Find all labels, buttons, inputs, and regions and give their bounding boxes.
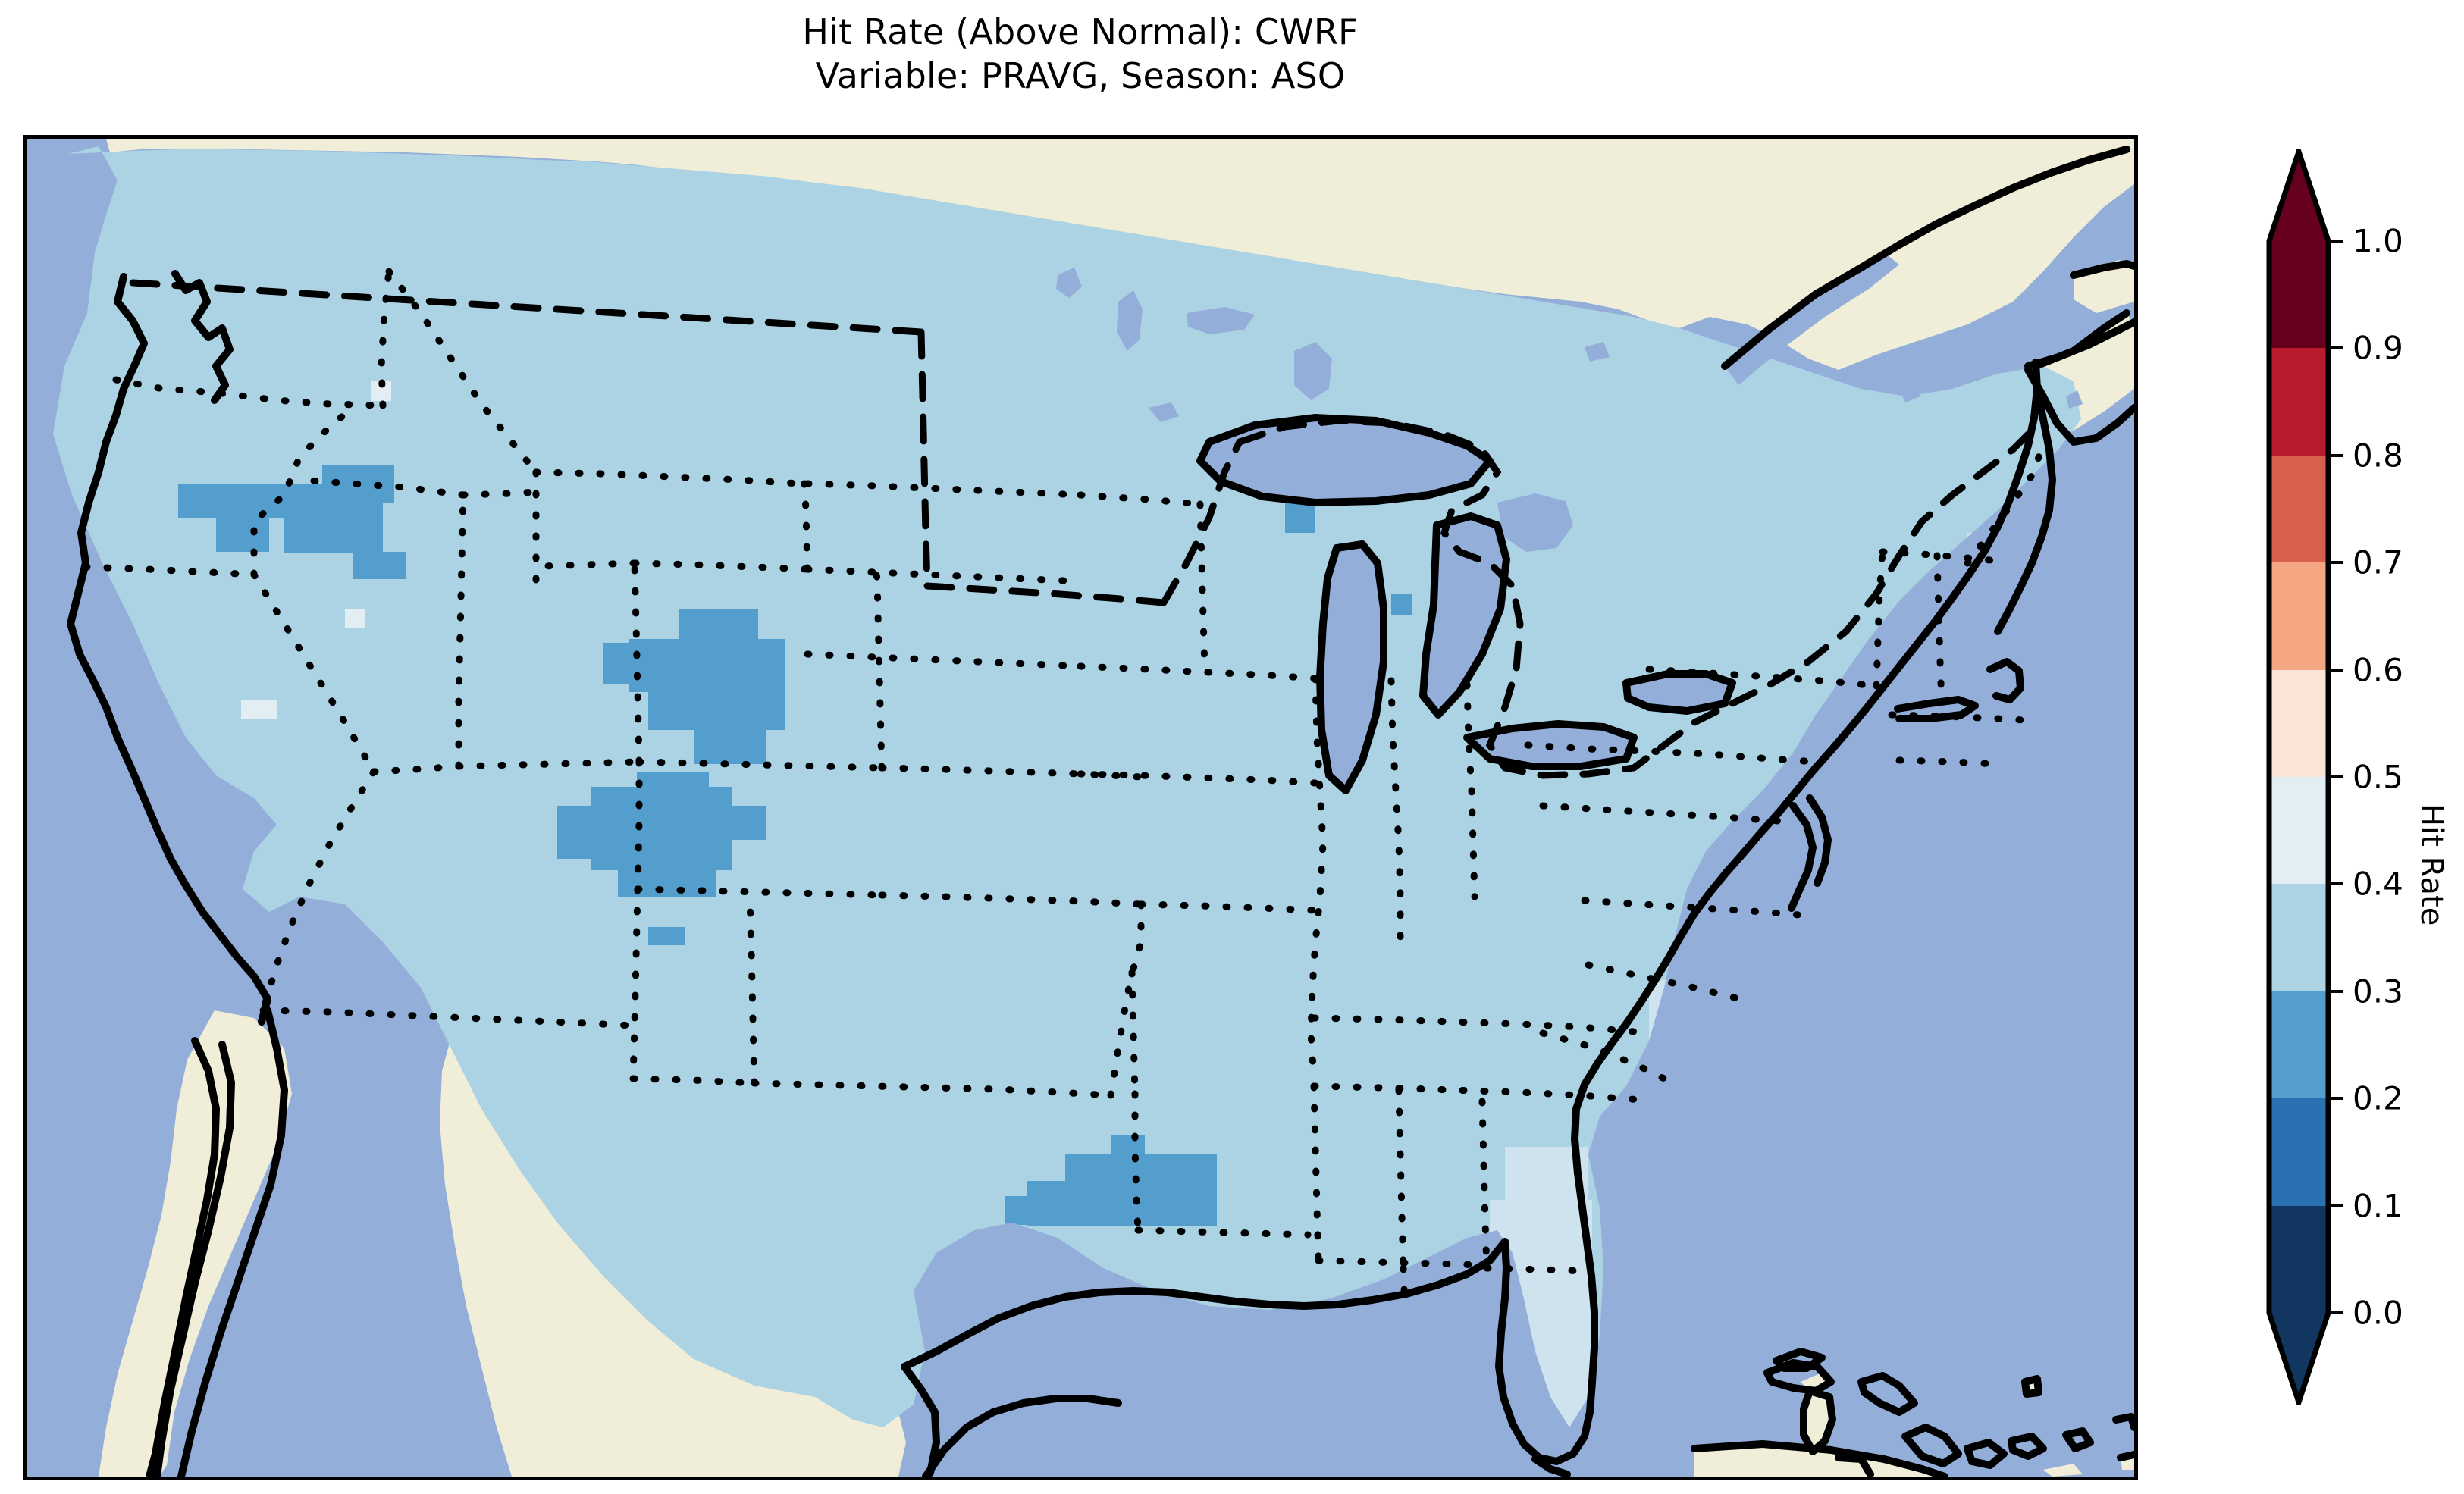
colorbar-tick-mark	[2328, 1097, 2343, 1101]
colorbar-tick-label: 0.6	[2353, 651, 2403, 689]
colorbar-over-arrow	[2269, 152, 2328, 241]
colorbar-tick-label: 0.7	[2353, 543, 2403, 581]
colorbar-tick-mark	[2328, 882, 2343, 886]
colorbar-tick-label: 0.2	[2353, 1079, 2403, 1117]
map-canvas	[27, 139, 2134, 1477]
bin-0p2-0p3-cells	[178, 465, 1412, 1427]
colorbar-tick-mark	[2328, 453, 2343, 457]
colorbar-tick-label: 0.3	[2353, 973, 2403, 1010]
colorbar-tick-label: 0.4	[2353, 865, 2403, 903]
title-line-1: Hit Rate (Above Normal): CWRF	[802, 11, 1359, 52]
state-borders	[82, 268, 2047, 1310]
colorbar-tick-label: 0.0	[2353, 1294, 2403, 1332]
coastlines	[67, 146, 2134, 1477]
colorbar-tick-mark	[2328, 1311, 2343, 1314]
title-line-2: Variable: PRAVG, Season: ASO	[815, 55, 1346, 96]
colorbar-tick-mark	[2328, 775, 2343, 778]
great-lakes	[1056, 252, 2083, 791]
colorbar-ticks: 1.0 0.9 0.8 0.7 0.6 0.5 0.4 0.3 0.2 0.1 0.0	[2256, 223, 2453, 1380]
figure-title: Hit Rate (Above Normal): CWRF Variable: …	[0, 0, 2161, 99]
colorbar-tick-label: 0.8	[2353, 437, 2403, 475]
colorbar-tick-mark	[2328, 989, 2343, 993]
colorbar-tick-label: 0.5	[2353, 758, 2403, 796]
map-plot-area	[23, 135, 2138, 1480]
colorbar-tick-mark	[2328, 1204, 2343, 1207]
colorbar: 1.0 0.9 0.8 0.7 0.6 0.5 0.4 0.3 0.2 0.1 0.0 Hit Ra…	[2256, 149, 2453, 1405]
colorbar-tick-mark	[2328, 346, 2343, 350]
colorbar-tick-label: 0.9	[2353, 329, 2403, 367]
colorbar-tick-mark	[2328, 240, 2343, 243]
colorbar-tick-mark	[2328, 561, 2343, 565]
colorbar-axis-label: Hit Rate	[2414, 803, 2449, 926]
colorbar-tick-mark	[2328, 668, 2343, 672]
colorbar-tick-label: 1.0	[2353, 222, 2403, 260]
colorbar-tick-label: 0.1	[2353, 1187, 2403, 1225]
